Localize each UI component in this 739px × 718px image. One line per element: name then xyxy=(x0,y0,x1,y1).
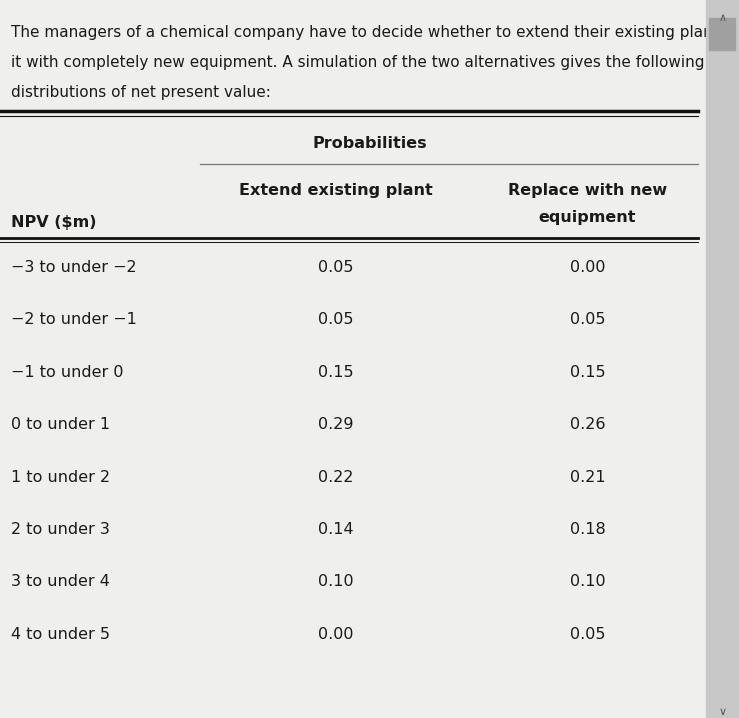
Text: 0.14: 0.14 xyxy=(319,522,354,537)
Text: 3 to under 4: 3 to under 4 xyxy=(11,574,110,589)
Text: 2 to under 3: 2 to under 3 xyxy=(11,522,110,537)
Text: 0.05: 0.05 xyxy=(319,312,354,327)
Text: ∧: ∧ xyxy=(718,13,726,23)
Text: 0.10: 0.10 xyxy=(570,574,605,589)
Text: 0.00: 0.00 xyxy=(319,627,354,642)
Bar xyxy=(706,0,739,718)
Text: 0.05: 0.05 xyxy=(319,260,354,275)
Text: 0.18: 0.18 xyxy=(570,522,605,537)
Text: −1 to under 0: −1 to under 0 xyxy=(11,365,123,380)
Text: 0.15: 0.15 xyxy=(319,365,354,380)
Text: −2 to under −1: −2 to under −1 xyxy=(11,312,137,327)
Text: 0.29: 0.29 xyxy=(319,417,354,432)
Text: Replace with new: Replace with new xyxy=(508,183,667,198)
Text: distributions of net present value:: distributions of net present value: xyxy=(11,85,271,101)
Text: 0.00: 0.00 xyxy=(570,260,605,275)
Text: −3 to under −2: −3 to under −2 xyxy=(11,260,137,275)
Text: 0 to under 1: 0 to under 1 xyxy=(11,417,110,432)
Text: 1 to under 2: 1 to under 2 xyxy=(11,470,110,485)
Text: 0.05: 0.05 xyxy=(570,312,605,327)
Text: it with completely new equipment. A simulation of the two alternatives gives the: it with completely new equipment. A simu… xyxy=(11,55,739,70)
Bar xyxy=(709,18,735,50)
Text: 4 to under 5: 4 to under 5 xyxy=(11,627,110,642)
Text: 0.21: 0.21 xyxy=(570,470,605,485)
Text: 0.22: 0.22 xyxy=(319,470,354,485)
Text: 0.26: 0.26 xyxy=(570,417,605,432)
Text: 0.05: 0.05 xyxy=(570,627,605,642)
Text: ∨: ∨ xyxy=(718,707,726,717)
Text: 0.10: 0.10 xyxy=(319,574,354,589)
Text: The managers of a chemical company have to decide whether to extend their existi: The managers of a chemical company have … xyxy=(11,25,739,40)
Text: 0.15: 0.15 xyxy=(570,365,605,380)
Text: NPV ($m): NPV ($m) xyxy=(11,215,97,230)
Text: Extend existing plant: Extend existing plant xyxy=(239,183,433,198)
Text: equipment: equipment xyxy=(539,210,636,225)
Text: Probabilities: Probabilities xyxy=(312,136,427,151)
